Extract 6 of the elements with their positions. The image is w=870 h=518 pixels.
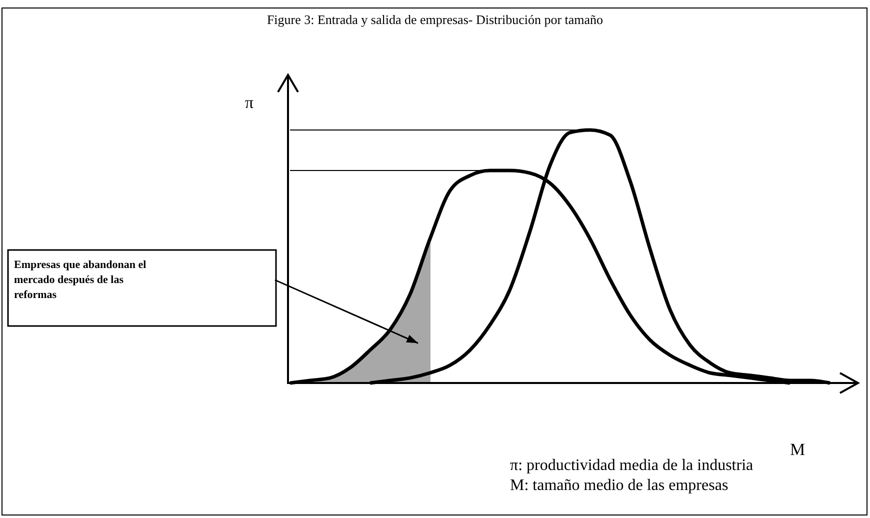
chart-title: Figure 3: Entrada y salida de empresas- Distribución por tamaño bbox=[266, 12, 604, 27]
text: π: productividad media de la industria bbox=[510, 457, 754, 474]
x-axis-title: M bbox=[790, 440, 806, 459]
text: M: tamaño medio de las empresas bbox=[510, 477, 728, 494]
text: Empresas que abandonan el mercado después de las reformas bbox=[14, 259, 146, 301]
y-axis-title: π bbox=[245, 93, 254, 112]
